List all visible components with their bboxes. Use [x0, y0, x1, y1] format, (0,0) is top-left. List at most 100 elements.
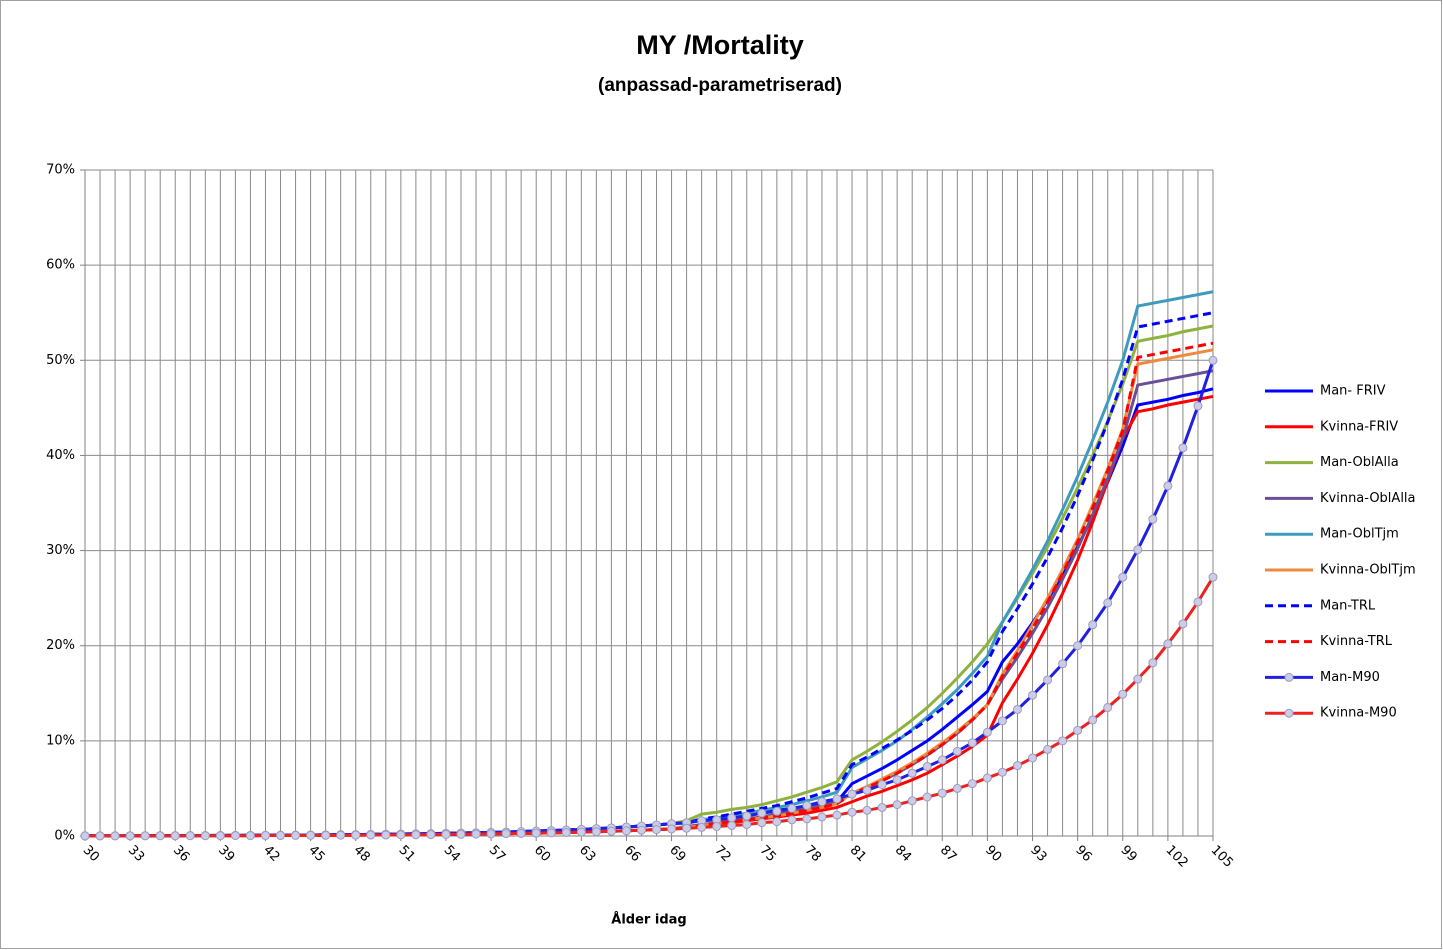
series-marker — [1028, 690, 1038, 700]
legend-label: Man-OblAlla — [1320, 455, 1399, 470]
y-tick-label: 40% — [46, 448, 75, 463]
series-marker — [712, 821, 722, 831]
series-marker — [426, 830, 436, 840]
series-marker — [1043, 675, 1053, 685]
series-marker — [215, 831, 225, 841]
series-marker — [907, 768, 917, 778]
series-marker — [727, 821, 737, 831]
series-marker — [260, 831, 270, 841]
series-marker — [1118, 572, 1128, 582]
series-marker — [1193, 597, 1203, 607]
series-marker — [245, 831, 255, 841]
chart-title: MY /Mortality — [636, 30, 804, 60]
series-marker — [1043, 744, 1053, 754]
series-marker — [155, 831, 165, 841]
series-marker — [877, 780, 887, 790]
series-marker — [652, 825, 662, 835]
series-marker — [1012, 761, 1022, 771]
y-tick-label: 50% — [46, 353, 75, 368]
series-marker — [1073, 725, 1083, 735]
series-marker — [80, 831, 90, 841]
series-marker — [1133, 674, 1143, 684]
series-marker — [396, 830, 406, 840]
series-marker — [1103, 703, 1113, 713]
series-marker — [1088, 620, 1098, 630]
series-marker — [757, 818, 767, 828]
y-tick-label: 20% — [46, 638, 75, 653]
series-marker — [952, 746, 962, 756]
series-marker — [922, 792, 932, 802]
series-marker — [1133, 545, 1143, 555]
legend-label: Kvinna-TRL — [1320, 634, 1393, 649]
series-marker — [125, 831, 135, 841]
legend-label: Kvinna-FRIV — [1320, 419, 1398, 434]
series-marker — [832, 794, 842, 804]
series-marker — [667, 824, 677, 834]
series-marker — [516, 828, 526, 838]
legend-label: Man-OblTjm — [1320, 527, 1399, 542]
series-marker — [441, 829, 451, 839]
series-marker — [802, 801, 812, 811]
legend-label: Man- FRIV — [1320, 384, 1386, 399]
y-tick-label: 10% — [46, 733, 75, 748]
series-marker — [531, 828, 541, 838]
series-marker — [621, 826, 631, 836]
series-marker — [1148, 658, 1158, 668]
series-marker — [1028, 753, 1038, 763]
series-marker — [1163, 481, 1173, 491]
series-marker — [546, 828, 556, 838]
series-marker — [862, 785, 872, 795]
series-marker — [1178, 619, 1188, 629]
y-tick-label: 60% — [46, 258, 75, 273]
series-marker — [862, 805, 872, 815]
series-marker — [170, 831, 180, 841]
series-marker — [1178, 443, 1188, 453]
series-marker — [306, 830, 316, 840]
series-marker — [200, 831, 210, 841]
series-line — [85, 576, 1215, 838]
series-marker — [140, 831, 150, 841]
y-tick-label: 70% — [46, 163, 75, 178]
series-marker — [110, 831, 120, 841]
series-marker — [787, 815, 797, 825]
x-axis-label: Ålder idag — [611, 912, 686, 928]
series-marker — [1193, 401, 1203, 411]
series-marker — [847, 789, 857, 799]
series-marker — [907, 796, 917, 806]
series-marker — [1073, 641, 1083, 651]
series-marker — [636, 825, 646, 835]
legend-label: Kvinna-OblAlla — [1320, 491, 1416, 506]
series-marker — [1103, 598, 1113, 608]
series-marker — [772, 817, 782, 827]
series-marker — [291, 830, 301, 840]
series-marker — [967, 779, 977, 789]
series-marker — [997, 767, 1007, 777]
chart-subtitle: (anpassad-parametriserad) — [598, 75, 842, 96]
legend-label: Man-TRL — [1320, 598, 1376, 613]
series-marker — [817, 812, 827, 822]
series-marker — [787, 803, 797, 813]
series-marker — [411, 830, 421, 840]
series-marker — [185, 831, 195, 841]
series-marker — [772, 806, 782, 816]
series-marker — [802, 814, 812, 824]
legend-label: Man-M90 — [1320, 670, 1380, 685]
series-marker — [230, 831, 240, 841]
series-marker — [381, 830, 391, 840]
series-marker — [1148, 514, 1158, 524]
series-marker — [336, 830, 346, 840]
series-marker — [892, 800, 902, 810]
series-marker — [1088, 715, 1098, 725]
series-marker — [1058, 659, 1068, 669]
series-marker — [486, 829, 496, 839]
series-marker — [321, 830, 331, 840]
series-marker — [1058, 736, 1068, 746]
series-marker — [276, 831, 286, 841]
series-marker — [697, 822, 707, 832]
series-marker — [892, 775, 902, 785]
series-marker — [471, 829, 481, 839]
series-marker — [1012, 704, 1022, 714]
series-marker — [727, 813, 737, 823]
